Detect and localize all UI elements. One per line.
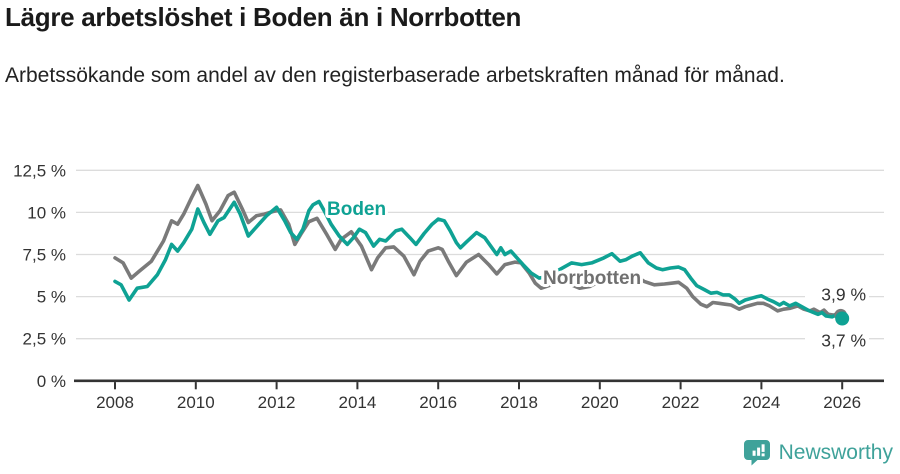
series-label-norrbotten: Norrbotten	[543, 268, 641, 289]
y-axis-tick-label: 0 %	[37, 372, 66, 391]
x-axis-tick-label: 2026	[823, 393, 861, 412]
x-axis-tick-label: 2012	[258, 393, 296, 412]
y-axis-tick-label: 12,5 %	[13, 161, 66, 180]
y-axis-tick-label: 7,5 %	[23, 246, 66, 265]
brand-footer: Newsworthy	[743, 438, 893, 467]
brand-name: Newsworthy	[778, 440, 893, 464]
x-axis-tick-label: 2018	[500, 393, 538, 412]
line-chart: 0 % 2,5 % 5 % 7,5 % 10 % 12,5 % 2008 2010 2012 20…	[0, 145, 900, 417]
x-axis-tick-label: 2024	[742, 393, 780, 412]
chart-subtitle: Arbetssökande som andel av den registerb…	[5, 64, 785, 87]
endpoint-dot-boden	[835, 311, 850, 326]
y-axis-tick-label: 10 %	[27, 203, 66, 222]
y-axis-tick-label: 2,5 %	[23, 330, 66, 349]
x-axis-tick-label: 2022	[662, 393, 700, 412]
end-value-label-boden: 3,7 %	[821, 330, 866, 350]
x-axis-tick-label: 2014	[338, 393, 376, 412]
end-value-label-bg	[805, 329, 869, 352]
x-axis-tick-label: 2016	[419, 393, 457, 412]
newsworthy-logo-icon	[743, 438, 772, 467]
x-axis-tick-label: 2010	[177, 393, 215, 412]
series-line-boden	[113, 199, 844, 321]
series-label-boden: Boden	[327, 199, 386, 220]
x-axis-tick-label: 2020	[581, 393, 619, 412]
y-axis-tick-label: 5 %	[37, 288, 66, 307]
x-axis-tick-label: 2008	[96, 393, 134, 412]
chart-canvas: 0 % 2,5 % 5 % 7,5 % 10 % 12,5 % 2008 2010 2012 20…	[13, 161, 884, 412]
page-title: Lägre arbetslöshet i Boden än i Norrbott…	[5, 2, 522, 32]
end-value-label-norrbotten: 3,9 %	[821, 285, 866, 305]
end-value-label-bg	[805, 283, 869, 306]
series-line-norrbotten	[113, 183, 844, 317]
